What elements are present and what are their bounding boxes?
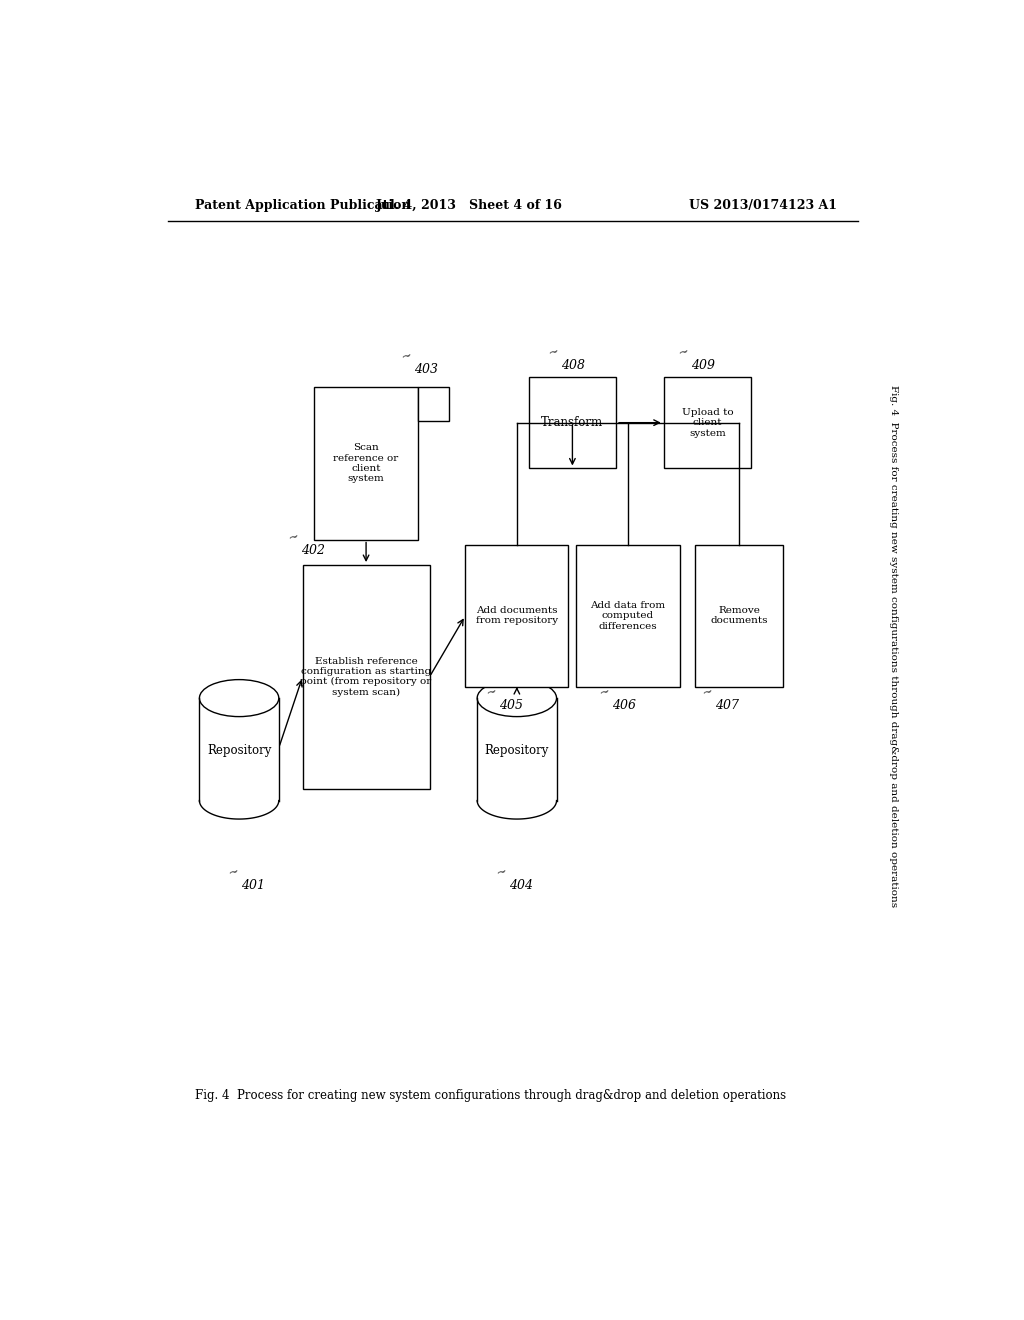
Text: Scan
reference or
client
system: Scan reference or client system	[334, 444, 398, 483]
Text: 407: 407	[715, 700, 739, 713]
Text: Transform: Transform	[542, 416, 603, 429]
Text: 401: 401	[242, 879, 265, 892]
Text: ~: ~	[400, 348, 414, 364]
Text: 405: 405	[500, 700, 523, 713]
Text: ~: ~	[547, 345, 560, 359]
Bar	[303, 565, 430, 788]
Text: Add documents
from repository: Add documents from repository	[476, 606, 558, 626]
Text: ~: ~	[677, 345, 690, 359]
Text: Remove
documents: Remove documents	[711, 606, 768, 626]
Text: 408: 408	[561, 359, 586, 372]
Text: Repository: Repository	[207, 744, 271, 758]
Text: Add data from
computed
differences: Add data from computed differences	[591, 601, 666, 631]
Bar	[314, 387, 418, 540]
Text: Establish reference
configuration as starting
point (from repository or
system s: Establish reference configuration as sta…	[300, 656, 432, 697]
Text: Repository: Repository	[484, 744, 549, 758]
Text: 409: 409	[691, 359, 716, 372]
Text: 402: 402	[301, 544, 325, 557]
Text: ~: ~	[495, 865, 508, 880]
Text: ~: ~	[701, 685, 715, 700]
Text: ~: ~	[227, 865, 241, 880]
Bar	[695, 545, 782, 686]
Text: Jul. 4, 2013   Sheet 4 of 16: Jul. 4, 2013 Sheet 4 of 16	[376, 198, 562, 211]
Bar	[577, 545, 680, 686]
Text: ~: ~	[287, 529, 300, 545]
Bar	[465, 545, 568, 686]
Text: Upload to
client
system: Upload to client system	[682, 408, 733, 437]
Bar	[418, 387, 449, 421]
Text: ~: ~	[485, 685, 499, 700]
Text: ~: ~	[598, 685, 611, 700]
Text: Fig. 4  Process for creating new system configurations through drag&drop and del: Fig. 4 Process for creating new system c…	[196, 1089, 786, 1102]
Ellipse shape	[477, 680, 557, 717]
Ellipse shape	[200, 680, 279, 717]
Text: 404: 404	[509, 879, 532, 892]
Text: 403: 403	[415, 363, 438, 376]
Bar	[528, 378, 616, 469]
Text: Fig. 4  Process for creating new system configurations through drag&drop and del: Fig. 4 Process for creating new system c…	[889, 385, 898, 907]
Text: 406: 406	[612, 700, 636, 713]
Text: US 2013/0174123 A1: US 2013/0174123 A1	[689, 198, 837, 211]
Text: Patent Application Publication: Patent Application Publication	[196, 198, 411, 211]
Bar	[664, 378, 751, 469]
